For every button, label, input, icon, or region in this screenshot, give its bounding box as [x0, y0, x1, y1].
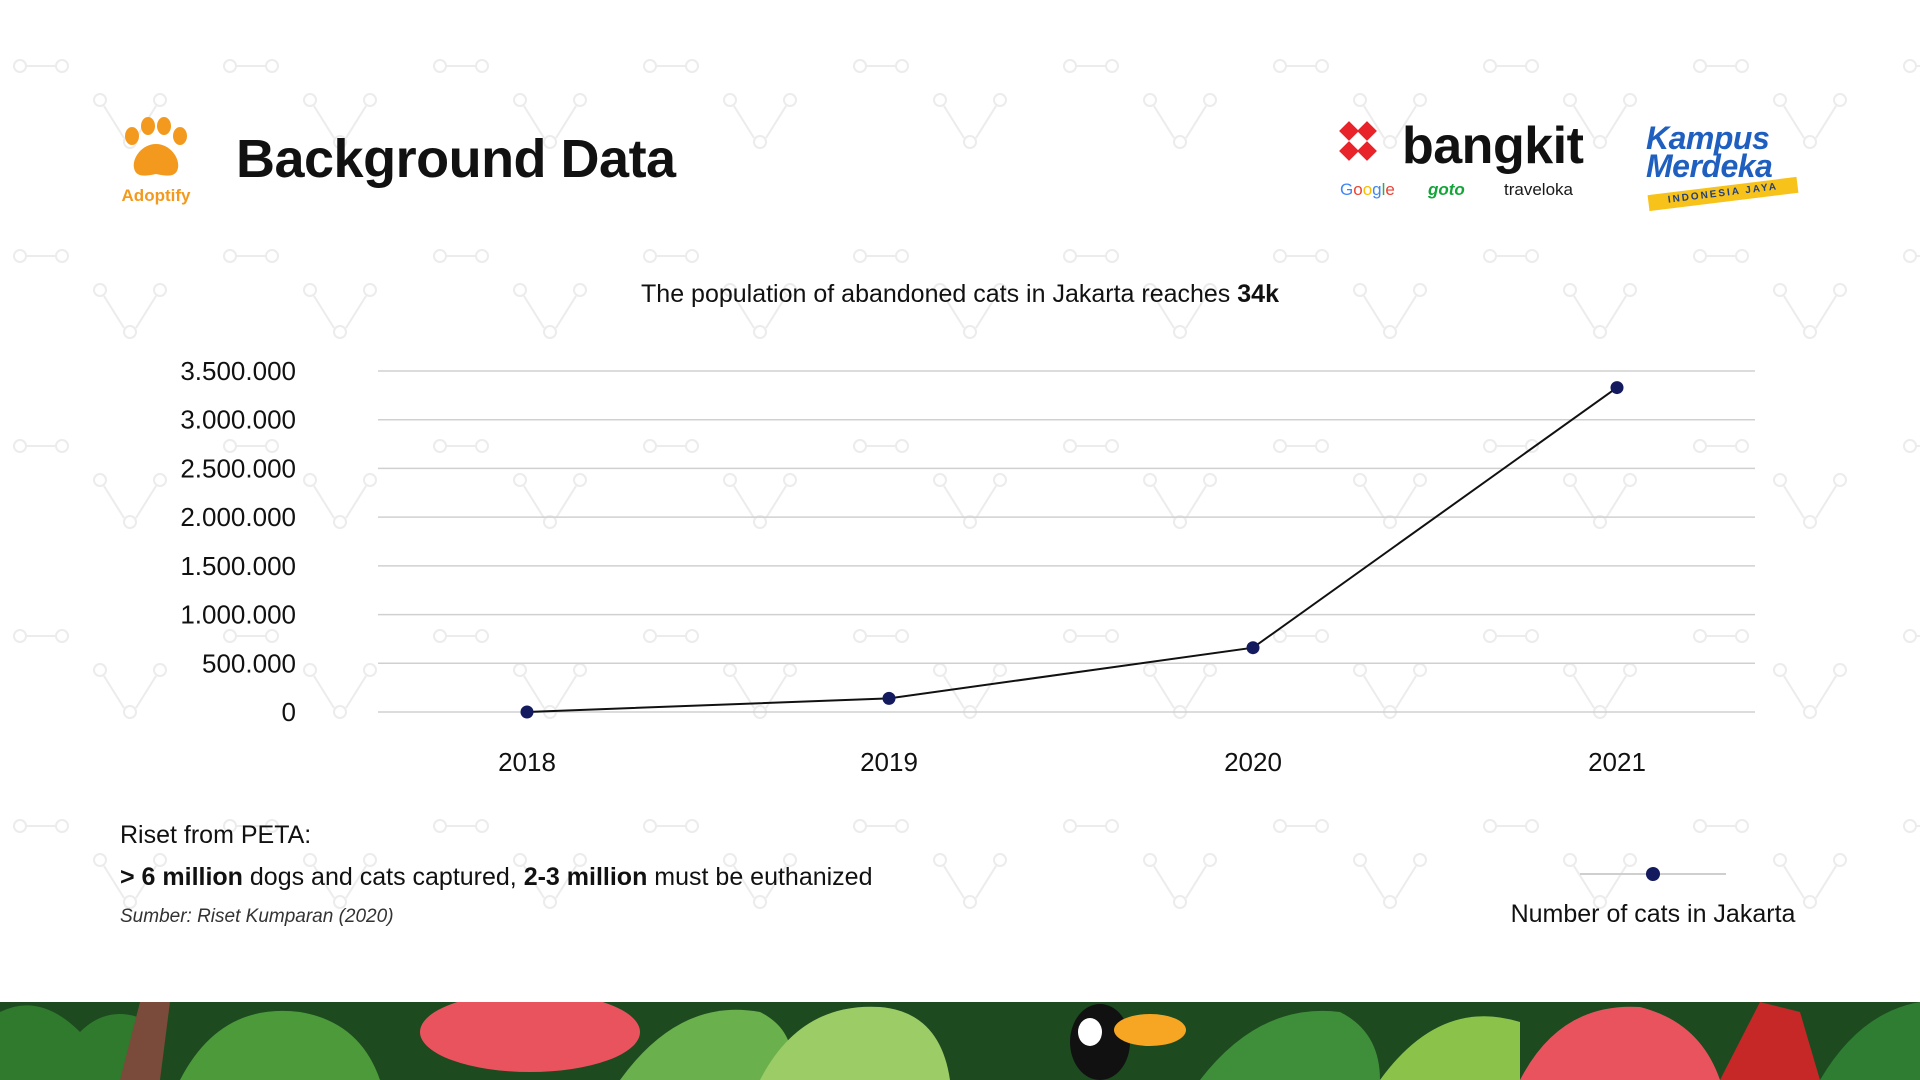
google-logo: Google: [1340, 180, 1395, 199]
partner-logos: Google goto traveloka: [1338, 180, 1600, 206]
finding-euthanized-count: 2-3 million: [523, 863, 648, 891]
merdeka-word: Merdeka: [1646, 148, 1773, 184]
y-tick-label: 1.000.000: [180, 600, 296, 630]
y-tick-label: 2.500.000: [180, 453, 296, 483]
logo-name: Adoptify: [121, 186, 191, 205]
bangkit-logo: bangkit Google goto traveloka: [1338, 116, 1600, 210]
chart-title-text: The population of abandoned cats in Jaka…: [641, 280, 1238, 308]
finding-text-2: must be euthanized: [647, 863, 873, 891]
series-line: [526, 386, 1618, 713]
x-tick-label: 2018: [498, 747, 556, 777]
data-point: [1610, 381, 1624, 395]
page-title: Background Data: [236, 129, 676, 189]
y-tick-label: 0: [282, 697, 296, 727]
chart-title-highlight: 34k: [1237, 280, 1279, 308]
paw-icon: [125, 117, 187, 176]
bangkit-wordmark: bangkit: [1402, 117, 1584, 175]
x-tick-label: 2020: [1224, 747, 1282, 777]
y-tick-label: 3.500.000: [180, 356, 296, 386]
y-tick-label: 2.000.000: [180, 502, 296, 532]
legend-label: Number of cats in Jakarta: [1510, 900, 1796, 928]
kampus-word: Kampus: [1646, 120, 1770, 156]
y-tick-label: 3.000.000: [180, 405, 296, 435]
adoptify-logo: Adoptify: [116, 116, 196, 212]
data-point: [882, 691, 896, 705]
goto-logo: goto: [1428, 180, 1465, 199]
background-pattern: [13, 59, 1920, 909]
chart-legend: Number of cats in Jakarta: [1480, 850, 1820, 940]
finding-text-1: dogs and cats captured,: [242, 863, 524, 891]
source-citation: Sumber: Riset Kumparan (2020): [120, 906, 394, 927]
legend-marker: [1646, 867, 1660, 881]
data-point: [520, 705, 534, 719]
chart-title: The population of abandoned cats in Jaka…: [0, 280, 1920, 309]
finding-captured-count: > 6 million: [120, 863, 243, 891]
x-tick-label: 2021: [1588, 747, 1646, 777]
data-point: [1246, 641, 1260, 655]
research-finding: > 6 million dogs and cats captured, 2-3 …: [120, 863, 873, 892]
kampus-merdeka-logo: Kampus Merdeka INDONESIA JAYA: [1640, 120, 1805, 212]
traveloka-logo: traveloka: [1504, 180, 1573, 199]
x-tick-label: 2019: [860, 747, 918, 777]
bangkit-mark-icon: [1339, 121, 1377, 161]
research-heading: Riset from PETA:: [120, 821, 312, 849]
y-tick-label: 1.500.000: [180, 551, 296, 581]
y-tick-label: 500.000: [202, 648, 296, 678]
jungle-footer-illustration: [0, 1002, 1920, 1080]
line-chart: 0 500.000 1.000.000 1.500.000 2.000.000 2.500…: [180, 356, 1755, 777]
